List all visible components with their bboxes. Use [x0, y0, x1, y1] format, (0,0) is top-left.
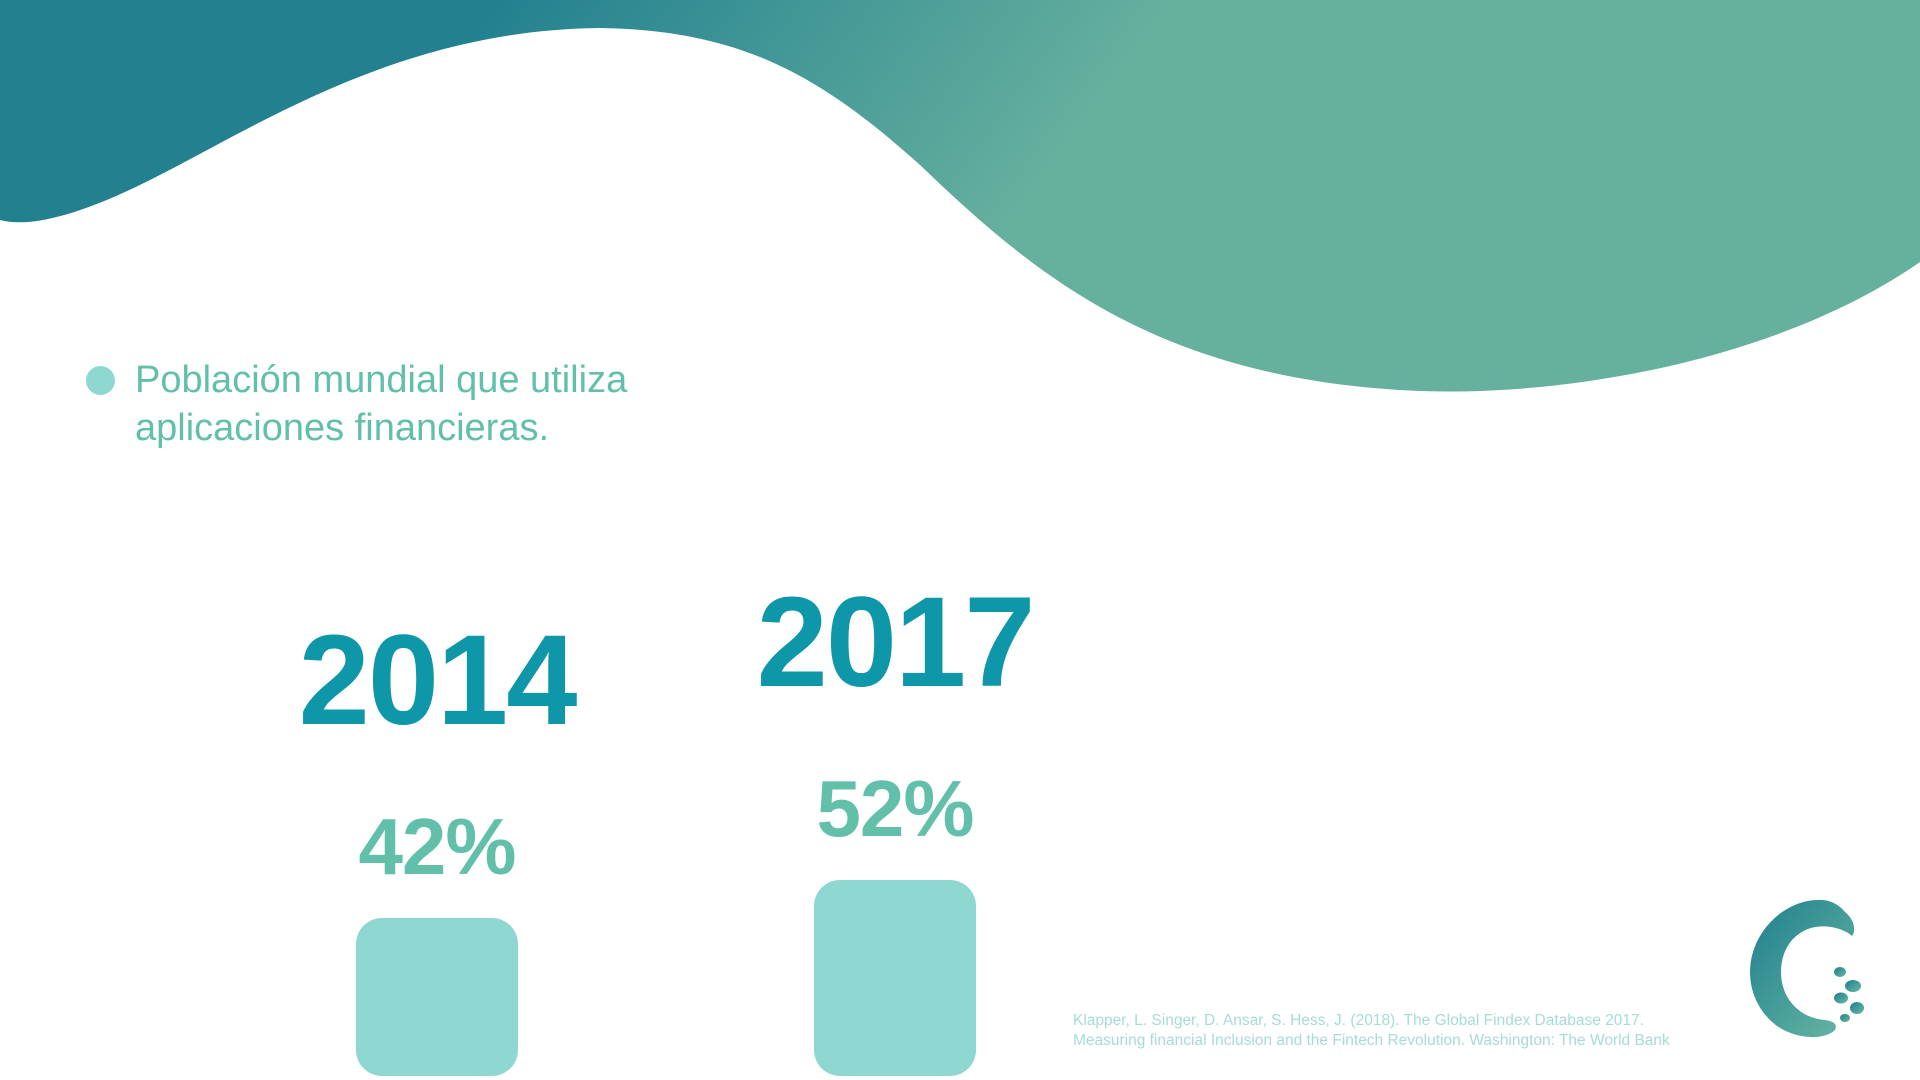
citation-line-2: Measuring financial Inclusion and the Fi… [1073, 1032, 1670, 1049]
bar-2017 [814, 880, 976, 1076]
bar-2014 [356, 918, 518, 1076]
header-wave-shape [0, 0, 1920, 392]
logo-droplet-1 [1834, 967, 1846, 977]
bullet-text: Población mundial que utiliza aplicacion… [135, 359, 628, 449]
header-wave [0, 0, 1920, 392]
logo-droplet-3 [1834, 992, 1848, 1004]
data-label-2014: 42% [358, 802, 516, 892]
logo-icon [1750, 899, 1864, 1038]
citation-line-1: Klapper, L. Singer, D. Ansar, S. Hess, J… [1073, 1012, 1644, 1029]
logo-droplet-4 [1850, 1002, 1864, 1014]
data-label-2017: 52% [816, 764, 974, 854]
logo-shape [1750, 899, 1855, 1038]
logo-droplet-2 [1845, 980, 1861, 992]
category-label-2017: 2017 [756, 571, 1036, 715]
bullet-row: Población mundial que utiliza aplicacion… [86, 356, 715, 452]
category-label-2014: 2014 [298, 609, 578, 753]
citation: Klapper, L. Singer, D. Ansar, S. Hess, J… [1073, 1011, 1793, 1051]
logo-droplet-5 [1840, 1014, 1850, 1022]
bullet-dot [86, 366, 115, 395]
